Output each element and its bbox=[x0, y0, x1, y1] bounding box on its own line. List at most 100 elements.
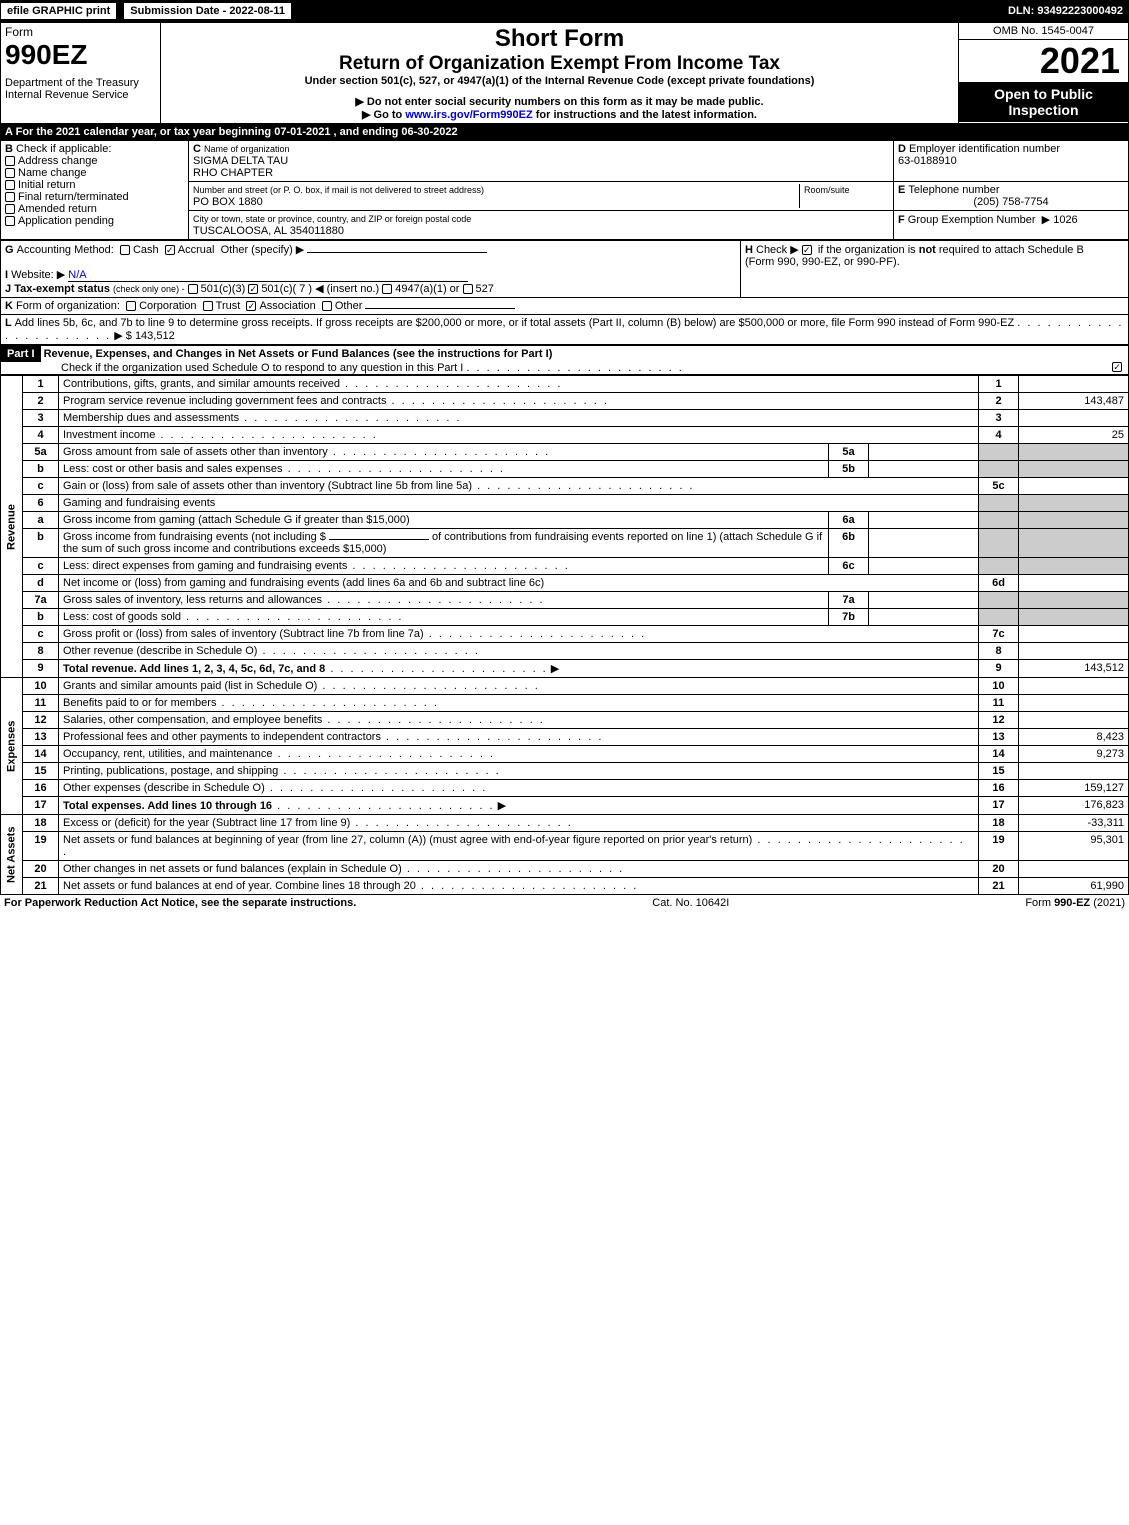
expenses-section-label: Expenses bbox=[1, 678, 23, 815]
chk-other-org[interactable] bbox=[322, 301, 332, 311]
form-header-table: Form 990EZ Department of the Treasury In… bbox=[0, 22, 1129, 124]
chk-initial-return[interactable]: Initial return bbox=[5, 179, 184, 191]
chk-application-pending[interactable]: Application pending bbox=[5, 215, 184, 227]
footer-center: Cat. No. 10642I bbox=[652, 897, 729, 909]
n-9: 9 bbox=[23, 660, 59, 678]
ibox-7b: 7b bbox=[829, 609, 869, 626]
n-6b: b bbox=[23, 529, 59, 558]
chk-501c3[interactable] bbox=[188, 284, 198, 294]
n-11: 11 bbox=[23, 695, 59, 712]
return-title: Return of Organization Exempt From Incom… bbox=[165, 53, 954, 75]
line-l-text: Add lines 5b, 6c, and 7b to line 9 to de… bbox=[15, 317, 1015, 329]
amt-3 bbox=[1019, 410, 1129, 427]
chk-corporation[interactable] bbox=[126, 301, 136, 311]
part1-header-table: Part I Revenue, Expenses, and Changes in… bbox=[0, 345, 1129, 375]
efile-print-button[interactable]: efile GRAPHIC print bbox=[0, 2, 117, 20]
box-e-label: Telephone number bbox=[908, 184, 999, 196]
chk-address-change[interactable]: Address change bbox=[5, 155, 184, 167]
n-21: 21 bbox=[23, 878, 59, 895]
chk-name-change[interactable]: Name change bbox=[5, 167, 184, 179]
submission-date: Submission Date - 2022-08-11 bbox=[123, 2, 292, 20]
n-12: 12 bbox=[23, 712, 59, 729]
chk-schedule-o[interactable] bbox=[1112, 362, 1122, 372]
letter-j: J bbox=[5, 283, 14, 295]
box-1: 1 bbox=[979, 376, 1019, 393]
ibox-6b: 6b bbox=[829, 529, 869, 558]
line-h-text3: required to attach Schedule B bbox=[939, 244, 1084, 256]
iamt-6b[interactable] bbox=[869, 529, 979, 558]
other-org-input[interactable] bbox=[365, 308, 515, 309]
line-a-text: For the 2021 calendar year, or tax year … bbox=[16, 126, 458, 138]
top-bar: efile GRAPHIC print Submission Date - 20… bbox=[0, 0, 1129, 22]
n-18: 18 bbox=[23, 815, 59, 832]
amt-13: 8,423 bbox=[1019, 729, 1129, 746]
iamt-7b[interactable] bbox=[869, 609, 979, 626]
box-2: 2 bbox=[979, 393, 1019, 410]
box-19: 19 bbox=[979, 832, 1019, 861]
irs-link[interactable]: www.irs.gov/Form990EZ bbox=[405, 109, 532, 121]
lbl-6d: Net income or (loss) from gaming and fun… bbox=[63, 577, 544, 589]
letter-f: F bbox=[898, 214, 908, 226]
lbl-5a: Gross amount from sale of assets other t… bbox=[63, 446, 328, 458]
lbl-1: Contributions, gifts, grants, and simila… bbox=[63, 378, 340, 390]
chk-final-return[interactable]: Final return/terminated bbox=[5, 191, 184, 203]
iamt-6a[interactable] bbox=[869, 512, 979, 529]
chk-association[interactable] bbox=[246, 301, 256, 311]
lbl-15: Printing, publications, postage, and shi… bbox=[63, 765, 278, 777]
lbl-12: Salaries, other compensation, and employ… bbox=[63, 714, 322, 726]
chk-schedule-b[interactable] bbox=[802, 245, 812, 255]
box-8: 8 bbox=[979, 643, 1019, 660]
lbl-2: Program service revenue including govern… bbox=[63, 395, 386, 407]
lbl-16: Other expenses (describe in Schedule O) bbox=[63, 782, 265, 794]
chk-accrual[interactable] bbox=[165, 245, 175, 255]
box-6d: 6d bbox=[979, 575, 1019, 592]
footer-right: Form 990-EZ (2021) bbox=[1025, 897, 1125, 909]
amt-4: 25 bbox=[1019, 427, 1129, 444]
chk-4947[interactable] bbox=[382, 284, 392, 294]
box-4: 4 bbox=[979, 427, 1019, 444]
line-h-text1: Check ▶ bbox=[756, 244, 799, 256]
letter-c: C bbox=[193, 143, 204, 155]
chk-trust[interactable] bbox=[203, 301, 213, 311]
lbl-19: Net assets or fund balances at beginning… bbox=[63, 834, 752, 846]
box-18: 18 bbox=[979, 815, 1019, 832]
amt-6d bbox=[1019, 575, 1129, 592]
footer-row: For Paperwork Reduction Act Notice, see … bbox=[0, 895, 1129, 911]
amt-7c bbox=[1019, 626, 1129, 643]
box-9: 9 bbox=[979, 660, 1019, 678]
dln-number: DLN: 93492223000492 bbox=[1008, 5, 1129, 17]
chk-527[interactable] bbox=[463, 284, 473, 294]
chk-501c[interactable] bbox=[248, 284, 258, 294]
ibox-7a: 7a bbox=[829, 592, 869, 609]
ibox-5b: 5b bbox=[829, 461, 869, 478]
irs-label: Internal Revenue Service bbox=[5, 89, 156, 101]
input-6b-contrib[interactable] bbox=[329, 539, 429, 540]
lbl-5c: Gain or (loss) from sale of assets other… bbox=[63, 480, 472, 492]
iamt-6c[interactable] bbox=[869, 558, 979, 575]
box-f-label: Group Exemption Number bbox=[908, 214, 1036, 226]
box-17: 17 bbox=[979, 797, 1019, 815]
chk-amended-return[interactable]: Amended return bbox=[5, 203, 184, 215]
iamt-5b[interactable] bbox=[869, 461, 979, 478]
iamt-7a[interactable] bbox=[869, 592, 979, 609]
part1-badge: Part I bbox=[1, 346, 41, 362]
amt-19: 95,301 bbox=[1019, 832, 1129, 861]
line-l-amount: $ 143,512 bbox=[126, 330, 175, 342]
n-19: 19 bbox=[23, 832, 59, 861]
box-14: 14 bbox=[979, 746, 1019, 763]
lbl-9: Total revenue. Add lines 1, 2, 3, 4, 5c,… bbox=[63, 663, 325, 675]
group-exemption-value: 1026 bbox=[1053, 214, 1077, 226]
form-number: 990EZ bbox=[5, 39, 156, 71]
n-4: 4 bbox=[23, 427, 59, 444]
netassets-section-label: Net Assets bbox=[1, 815, 23, 895]
street-value: PO BOX 1880 bbox=[193, 196, 263, 208]
website-value[interactable]: N/A bbox=[68, 269, 86, 281]
org-name-2: RHO CHAPTER bbox=[193, 167, 273, 179]
letter-l: L bbox=[5, 317, 15, 329]
amt-11 bbox=[1019, 695, 1129, 712]
other-specify-input[interactable] bbox=[307, 252, 487, 253]
chk-cash[interactable] bbox=[120, 245, 130, 255]
letter-k: K bbox=[5, 300, 16, 312]
iamt-5a[interactable] bbox=[869, 444, 979, 461]
short-form-title: Short Form bbox=[165, 25, 954, 53]
